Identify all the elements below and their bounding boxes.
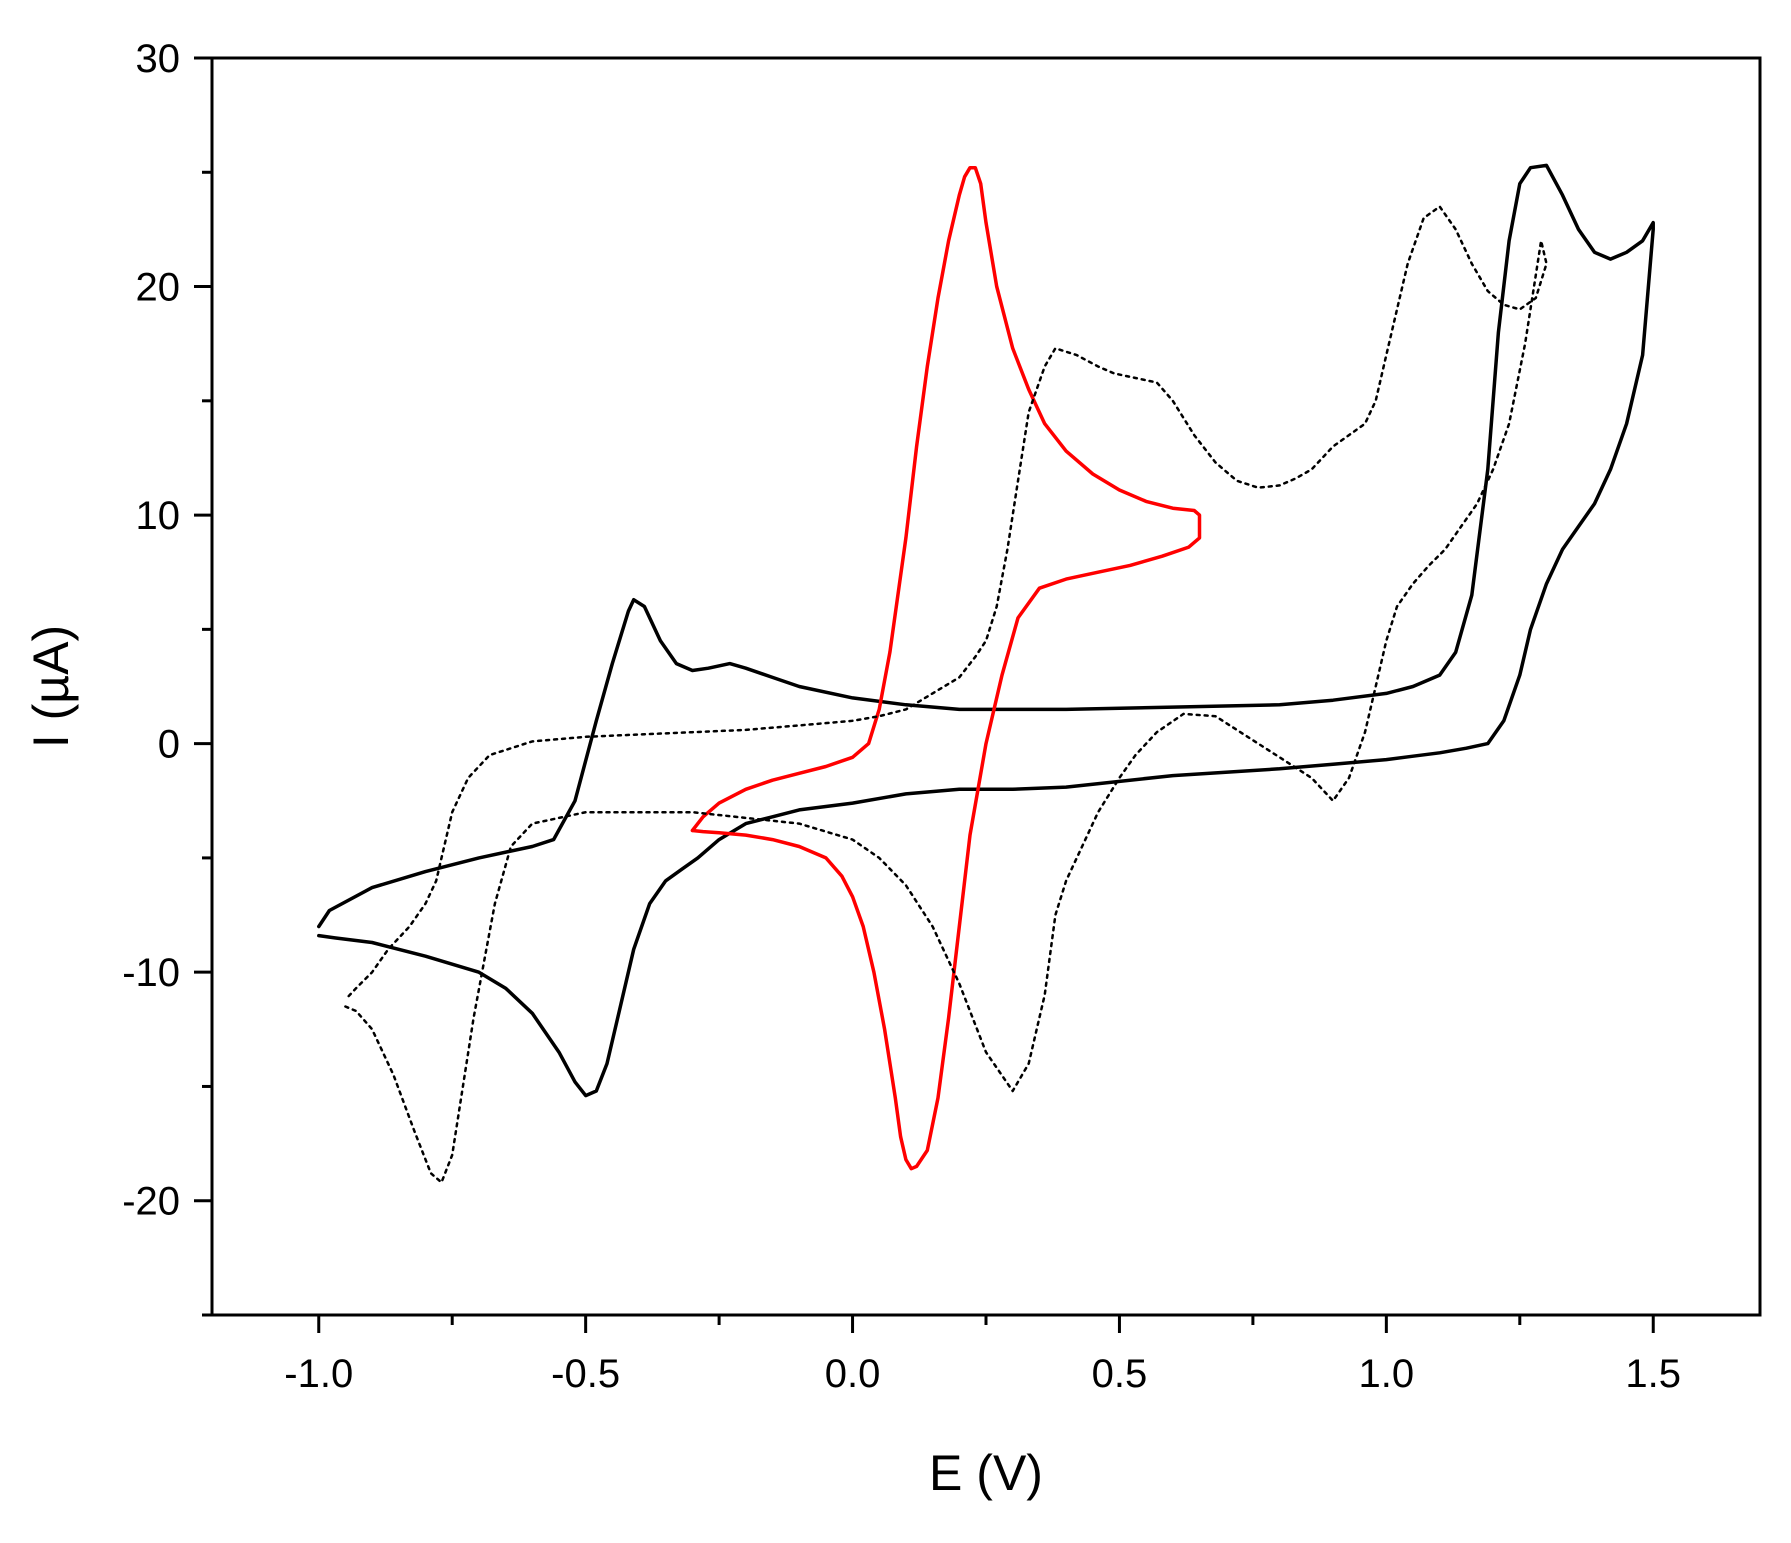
series-line-3: [344, 205, 1548, 1184]
y-tick-label: 20: [136, 266, 181, 310]
y-tick-label: -10: [122, 951, 180, 995]
y-tick-label: 30: [136, 37, 181, 81]
x-tick-label: -0.5: [551, 1352, 620, 1396]
series-line-1: [317, 163, 1655, 1098]
y-tick-label: 10: [136, 494, 181, 538]
x-tick-label: 1.0: [1359, 1352, 1415, 1396]
x-tick-label: -1.0: [284, 1352, 353, 1396]
plot-frame: [210, 56, 1762, 1317]
series-layer: [317, 163, 1655, 1184]
x-tick-label: 1.5: [1625, 1352, 1681, 1396]
x-tick-label: 0.0: [825, 1352, 881, 1396]
y-axis-label: I (µA): [23, 625, 79, 748]
y-tick-label: 0: [158, 723, 180, 767]
y-tick-label: -20: [122, 1180, 180, 1224]
axis-layer: -1.0 -0.5 0.0 0.5 1.0 1.5 -20 -10 0 10 20 30: [122, 37, 1681, 1396]
series-line-2: [690, 165, 1202, 1171]
x-tick-label: 0.5: [1092, 1352, 1148, 1396]
x-axis-label: E (V): [929, 1445, 1043, 1501]
